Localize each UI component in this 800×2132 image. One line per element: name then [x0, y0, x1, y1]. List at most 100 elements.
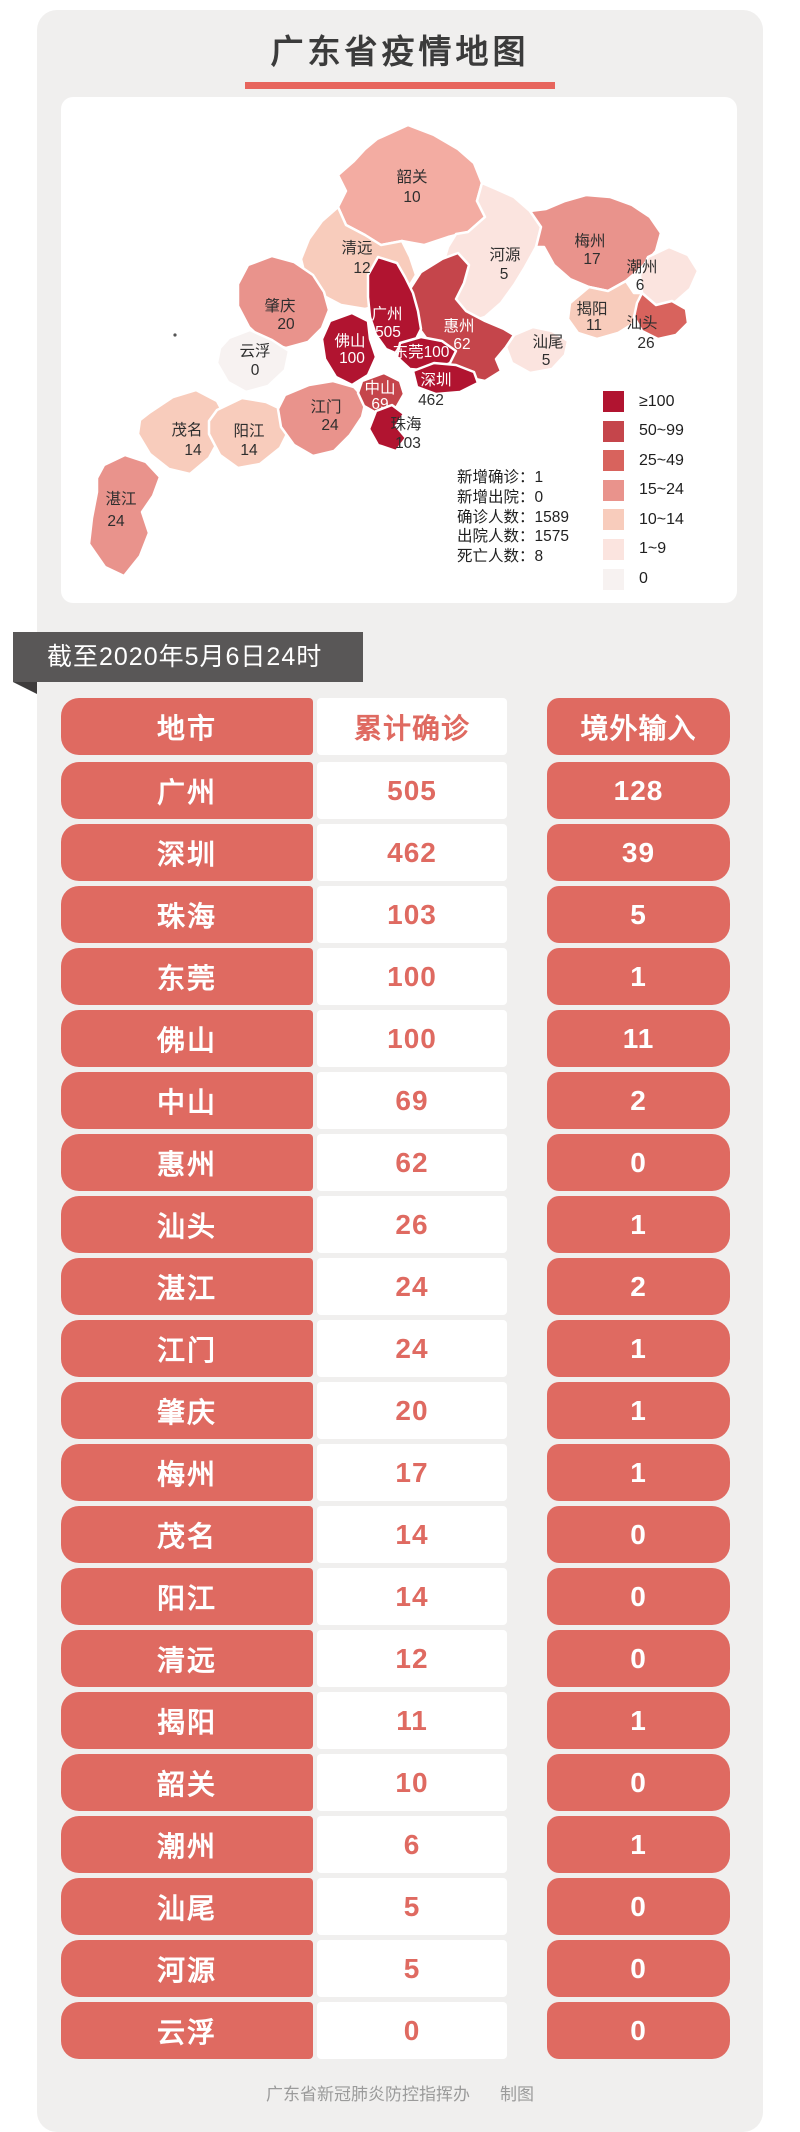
table-row: 佛山 100 11 [61, 1010, 730, 1067]
map-region [236, 254, 331, 350]
map-panel: 韶关 10 清远 12 河源 5 梅州 17 潮州 6 揭阳 11 汕头 26 汕尾 5 肇庆 20 云浮 0 茂名 14… [61, 97, 737, 603]
footer-credit-text: 广东省新冠肺炎防控指挥办 [266, 2085, 470, 2104]
map-region-label: 茂名 [171, 421, 202, 439]
stats-line: 出院人数：1575 [457, 528, 569, 546]
map-region-label: 11 [586, 317, 602, 334]
cell-city: 汕头 [61, 1196, 313, 1253]
cell-confirmed: 14 [317, 1568, 507, 1625]
legend-swatch [603, 420, 624, 442]
map-region-label: 14 [184, 442, 202, 459]
legend-label: 50~99 [639, 422, 684, 440]
map-region-label: 20 [277, 316, 295, 333]
cell-city: 中山 [61, 1072, 313, 1129]
map-region [276, 379, 368, 458]
legend-label: 10~14 [639, 510, 684, 528]
table-row: 东莞 100 1 [61, 948, 730, 1005]
cell-imported: 1 [547, 1382, 730, 1439]
cell-imported: 0 [547, 2002, 730, 2059]
cell-confirmed: 6 [317, 1816, 507, 1873]
cell-city: 珠海 [61, 886, 313, 943]
map-region-label: 清远 [341, 239, 372, 257]
cell-confirmed: 5 [317, 1940, 507, 1997]
table-row: 汕头 26 1 [61, 1196, 730, 1253]
map-region-label: 潮州 [626, 258, 657, 276]
map-region-label: 韶关 [396, 168, 427, 186]
legend-label: 15~24 [639, 481, 684, 499]
legend-item: 25~49 [603, 450, 684, 472]
map-legend: ≥100 50~99 25~49 15~24 10~14 1~9 0 [603, 391, 684, 598]
legend-item: 0 [603, 568, 684, 590]
map-region-label: 0 [251, 362, 260, 379]
cell-imported: 2 [547, 1258, 730, 1315]
map-region-label: 湛江 [105, 490, 136, 508]
cell-imported: 0 [547, 1630, 730, 1687]
cell-imported: 0 [547, 1506, 730, 1563]
map-region-label: 阳江 [233, 422, 264, 440]
map-region-label: 江门 [310, 398, 341, 416]
map-region-label: 云浮 [239, 342, 270, 360]
map-region [411, 361, 480, 396]
cell-city: 惠州 [61, 1134, 313, 1191]
map-region [320, 311, 378, 387]
cell-city: 茂名 [61, 1506, 313, 1563]
map-region-label: 广州 [371, 305, 402, 323]
table-row: 湛江 24 2 [61, 1258, 730, 1315]
cell-confirmed: 10 [317, 1754, 507, 1811]
cell-confirmed: 14 [317, 1506, 507, 1563]
map-region-label: 62 [453, 336, 470, 353]
legend-label: 25~49 [639, 451, 684, 469]
cell-imported: 1 [547, 1692, 730, 1749]
table-row: 韶关 10 0 [61, 1754, 730, 1811]
table-row: 惠州 62 0 [61, 1134, 730, 1191]
table-row: 珠海 103 5 [61, 886, 730, 943]
table-row: 肇庆 20 1 [61, 1382, 730, 1439]
legend-label: ≥100 [639, 392, 675, 410]
table-row: 潮州 6 1 [61, 1816, 730, 1873]
header-cell-city: 地市 [61, 698, 313, 755]
map-region-label: 24 [321, 417, 339, 434]
cell-imported: 1 [547, 1196, 730, 1253]
cell-confirmed: 26 [317, 1196, 507, 1253]
cell-city: 肇庆 [61, 1382, 313, 1439]
city-data-table: 地市 累计确诊 境外输入 广州 505 128 深圳 462 39 珠海 103 5 东莞 100 1… [61, 698, 730, 2064]
map-region-label: 12 [353, 260, 370, 277]
stats-line: 死亡人数：8 [457, 548, 544, 566]
cell-city: 广州 [61, 762, 313, 819]
table-row: 广州 505 128 [61, 762, 730, 819]
stats-line: 新增出院：0 [457, 488, 544, 506]
map-region [440, 181, 543, 325]
cell-confirmed: 11 [317, 1692, 507, 1749]
legend-item: 10~14 [603, 509, 684, 531]
table-row: 中山 69 2 [61, 1072, 730, 1129]
cell-imported: 0 [547, 1940, 730, 1997]
map-region-label: 深圳 [420, 371, 451, 389]
map-region [207, 396, 292, 470]
map-region-label: 汕尾 [532, 333, 563, 351]
legend-swatch [603, 479, 624, 501]
map-region-label: 14 [240, 442, 258, 459]
map-region-label: 汕头 [626, 314, 657, 332]
cell-confirmed: 24 [317, 1320, 507, 1377]
page-title: 广东省疫情地图 [270, 33, 530, 70]
legend-label: 0 [639, 570, 648, 588]
map-region [215, 328, 291, 394]
cell-imported: 1 [547, 948, 730, 1005]
map-region-label: 10 [403, 189, 421, 206]
cell-city: 清远 [61, 1630, 313, 1687]
cell-city: 湛江 [61, 1258, 313, 1315]
legend-item: ≥100 [603, 391, 684, 412]
cell-imported: 128 [547, 762, 730, 819]
summary-stats: 新增确诊：1 新增出院：0 确诊人数：1589 出院人数：1575 死亡人数：8 [457, 468, 569, 567]
map-region-label: 103 [395, 435, 421, 452]
table-row: 梅州 17 1 [61, 1444, 730, 1501]
cell-imported: 0 [547, 1878, 730, 1935]
map-region-label: 5 [542, 352, 551, 369]
legend-item: 15~24 [603, 479, 684, 501]
cell-confirmed: 69 [317, 1072, 507, 1129]
table-row: 茂名 14 0 [61, 1506, 730, 1563]
cell-confirmed: 20 [317, 1382, 507, 1439]
table-row: 揭阳 11 1 [61, 1692, 730, 1749]
cell-imported: 1 [547, 1444, 730, 1501]
map-region-label: 69 [371, 396, 388, 413]
